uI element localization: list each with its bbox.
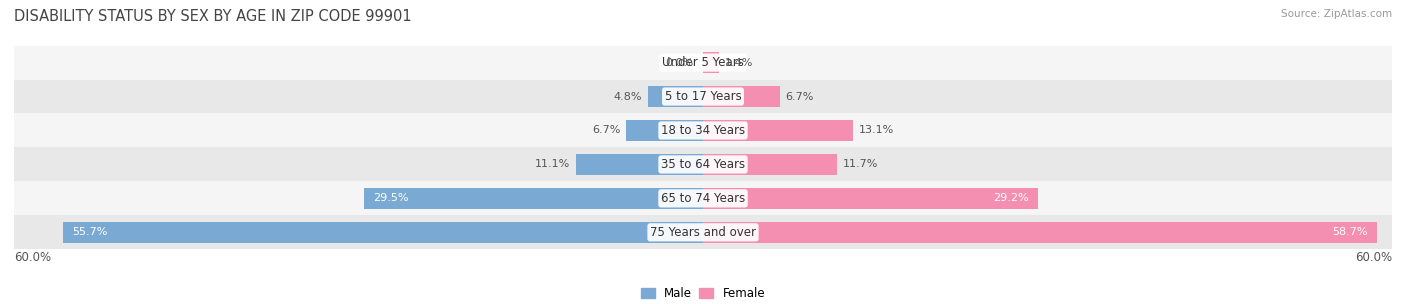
Bar (14, 147, 1392, 181)
Text: 35 to 64 Years: 35 to 64 Years (661, 158, 745, 171)
Text: 1.4%: 1.4% (725, 57, 754, 67)
Text: 29.5%: 29.5% (374, 193, 409, 203)
Bar (703, 222, 1376, 243)
Bar (63, 222, 703, 243)
Text: Source: ZipAtlas.com: Source: ZipAtlas.com (1281, 9, 1392, 19)
Bar (14, 46, 1392, 80)
Text: 11.7%: 11.7% (844, 159, 879, 169)
Text: 60.0%: 60.0% (14, 251, 51, 264)
Legend: Male, Female: Male, Female (636, 282, 770, 304)
Bar (14, 181, 1392, 215)
Text: 55.7%: 55.7% (73, 227, 108, 237)
Bar (14, 80, 1392, 113)
Text: 4.8%: 4.8% (613, 92, 643, 102)
Text: 6.7%: 6.7% (786, 92, 814, 102)
Bar (703, 86, 780, 107)
Text: 13.1%: 13.1% (859, 126, 894, 136)
Text: 29.2%: 29.2% (994, 193, 1029, 203)
Bar (626, 120, 703, 141)
Text: 5 to 17 Years: 5 to 17 Years (665, 90, 741, 103)
Text: Under 5 Years: Under 5 Years (662, 56, 744, 69)
Bar (703, 120, 853, 141)
Text: 60.0%: 60.0% (1355, 251, 1392, 264)
Bar (648, 86, 703, 107)
Text: DISABILITY STATUS BY SEX BY AGE IN ZIP CODE 99901: DISABILITY STATUS BY SEX BY AGE IN ZIP C… (14, 9, 412, 24)
Bar (703, 188, 1038, 209)
Text: 0.0%: 0.0% (665, 57, 693, 67)
Bar (14, 113, 1392, 147)
Bar (703, 154, 838, 175)
Text: 58.7%: 58.7% (1333, 227, 1368, 237)
Text: 18 to 34 Years: 18 to 34 Years (661, 124, 745, 137)
Text: 75 Years and over: 75 Years and over (650, 226, 756, 239)
Text: 65 to 74 Years: 65 to 74 Years (661, 192, 745, 205)
Bar (364, 188, 703, 209)
Bar (14, 215, 1392, 249)
Bar (703, 52, 718, 73)
Bar (575, 154, 703, 175)
Text: 11.1%: 11.1% (534, 159, 569, 169)
Text: 6.7%: 6.7% (592, 126, 620, 136)
